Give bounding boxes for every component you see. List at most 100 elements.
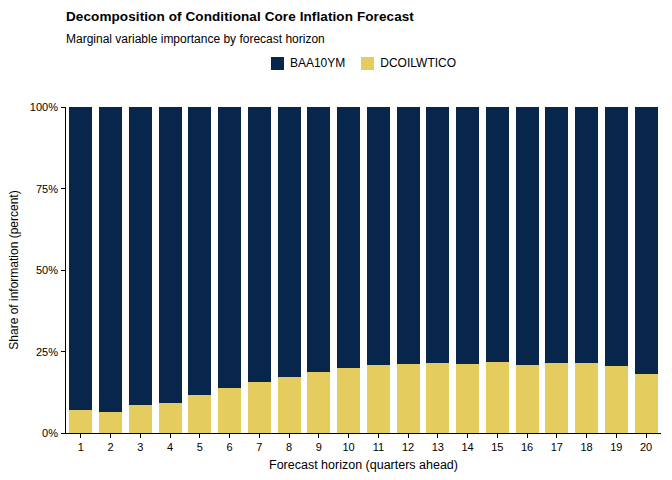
x-tick-label: 15: [491, 441, 503, 453]
x-tick-cell: 8: [274, 434, 304, 453]
stacked-bar-16[interactable]: [516, 107, 539, 433]
bar-segment-dcoilwtico[interactable]: [99, 412, 122, 433]
bar-segment-baa10ym[interactable]: [635, 107, 658, 374]
chart-title: Decomposition of Conditional Core Inflat…: [66, 9, 414, 24]
bar-segment-baa10ym[interactable]: [188, 107, 211, 395]
x-tick-label: 6: [227, 441, 233, 453]
bar-segment-dcoilwtico[interactable]: [605, 366, 628, 433]
bar-segment-dcoilwtico[interactable]: [248, 382, 271, 433]
chart-subtitle: Marginal variable importance by forecast…: [66, 32, 325, 46]
stacked-bar-2[interactable]: [99, 107, 122, 433]
stacked-bar-8[interactable]: [278, 107, 301, 433]
bar-column-18: [572, 107, 602, 433]
bar-segment-baa10ym[interactable]: [397, 107, 420, 364]
bar-segment-baa10ym[interactable]: [218, 107, 241, 388]
y-tick-mark: [61, 107, 65, 108]
stacked-bar-5[interactable]: [188, 107, 211, 433]
x-tick-mark: [140, 434, 141, 438]
x-tick-label: 9: [316, 441, 322, 453]
stacked-bar-18[interactable]: [575, 107, 598, 433]
stacked-bar-6[interactable]: [218, 107, 241, 433]
y-axis-title: Share of information (percent): [7, 190, 21, 349]
stacked-bar-13[interactable]: [426, 107, 449, 433]
x-tick-label: 1: [78, 441, 84, 453]
bar-segment-dcoilwtico[interactable]: [545, 363, 568, 433]
bar-segment-dcoilwtico[interactable]: [486, 362, 509, 433]
stacked-bar-20[interactable]: [635, 107, 658, 433]
bar-segment-dcoilwtico[interactable]: [456, 364, 479, 433]
bar-segment-baa10ym[interactable]: [129, 107, 152, 405]
stacked-bar-10[interactable]: [337, 107, 360, 433]
bar-segment-baa10ym[interactable]: [278, 107, 301, 377]
bar-column-1: [66, 107, 96, 433]
stacked-bar-11[interactable]: [367, 107, 390, 433]
x-tick-mark: [289, 434, 290, 438]
bar-segment-dcoilwtico[interactable]: [159, 403, 182, 433]
x-tick-cell: 17: [542, 434, 572, 453]
bar-segment-dcoilwtico[interactable]: [426, 363, 449, 433]
x-tick-label: 17: [551, 441, 563, 453]
x-tick-mark: [170, 434, 171, 438]
x-tick-label: 19: [610, 441, 622, 453]
bar-column-5: [185, 107, 215, 433]
bar-segment-baa10ym[interactable]: [486, 107, 509, 362]
x-tick-cell: 19: [602, 434, 632, 453]
x-tick-label: 14: [462, 441, 474, 453]
stacked-bar-4[interactable]: [159, 107, 182, 433]
stacked-bar-15[interactable]: [486, 107, 509, 433]
bar-segment-dcoilwtico[interactable]: [69, 410, 92, 433]
legend-swatch-icon: [361, 57, 374, 70]
bar-segment-baa10ym[interactable]: [99, 107, 122, 412]
bar-segment-dcoilwtico[interactable]: [367, 365, 390, 433]
bar-column-4: [155, 107, 185, 433]
stacked-bar-1[interactable]: [69, 107, 92, 433]
stacked-bar-7[interactable]: [248, 107, 271, 433]
bar-segment-dcoilwtico[interactable]: [516, 365, 539, 433]
bar-segment-baa10ym[interactable]: [307, 107, 330, 372]
bar-segment-baa10ym[interactable]: [545, 107, 568, 363]
bar-segment-dcoilwtico[interactable]: [188, 395, 211, 433]
stacked-bar-3[interactable]: [129, 107, 152, 433]
bar-segment-dcoilwtico[interactable]: [278, 377, 301, 433]
y-tick-mark: [61, 351, 65, 352]
x-tick-label: 16: [521, 441, 533, 453]
bar-segment-baa10ym[interactable]: [159, 107, 182, 403]
bar-segment-dcoilwtico[interactable]: [575, 363, 598, 433]
bar-segment-dcoilwtico[interactable]: [635, 374, 658, 433]
bar-segment-baa10ym[interactable]: [456, 107, 479, 364]
stacked-bar-9[interactable]: [307, 107, 330, 433]
bar-segment-baa10ym[interactable]: [367, 107, 390, 365]
x-tick-label: 3: [137, 441, 143, 453]
inflation-decomposition-chart: Decomposition of Conditional Core Inflat…: [0, 0, 672, 480]
stacked-bar-17[interactable]: [545, 107, 568, 433]
x-tick-mark: [259, 434, 260, 438]
x-tick-label: 13: [432, 441, 444, 453]
stacked-bar-12[interactable]: [397, 107, 420, 433]
x-tick-mark: [80, 434, 81, 438]
bar-column-10: [334, 107, 364, 433]
bar-segment-baa10ym[interactable]: [426, 107, 449, 363]
bar-column-14: [453, 107, 483, 433]
x-axis-ticks: 1234567891011121314151617181920: [66, 434, 661, 453]
bar-segment-dcoilwtico[interactable]: [307, 372, 330, 433]
legend-item-dcoilwtico: DCOILWTICO: [361, 56, 456, 70]
bar-column-2: [96, 107, 126, 433]
bar-column-19: [602, 107, 632, 433]
bar-segment-baa10ym[interactable]: [575, 107, 598, 363]
bar-segment-baa10ym[interactable]: [516, 107, 539, 365]
x-tick-label: 18: [581, 441, 593, 453]
bar-column-9: [304, 107, 334, 433]
bar-segment-dcoilwtico[interactable]: [397, 364, 420, 433]
bar-segment-baa10ym[interactable]: [605, 107, 628, 366]
bar-segment-baa10ym[interactable]: [248, 107, 271, 382]
legend: BAA10YMDCOILWTICO: [66, 56, 661, 70]
stacked-bar-14[interactable]: [456, 107, 479, 433]
bar-segment-baa10ym[interactable]: [69, 107, 92, 410]
bar-segment-dcoilwtico[interactable]: [129, 405, 152, 433]
plot-area: 0%25%50%75%100%: [66, 107, 661, 433]
bar-segment-dcoilwtico[interactable]: [337, 368, 360, 433]
bar-segment-baa10ym[interactable]: [337, 107, 360, 368]
bar-column-8: [274, 107, 304, 433]
bar-segment-dcoilwtico[interactable]: [218, 388, 241, 433]
stacked-bar-19[interactable]: [605, 107, 628, 433]
